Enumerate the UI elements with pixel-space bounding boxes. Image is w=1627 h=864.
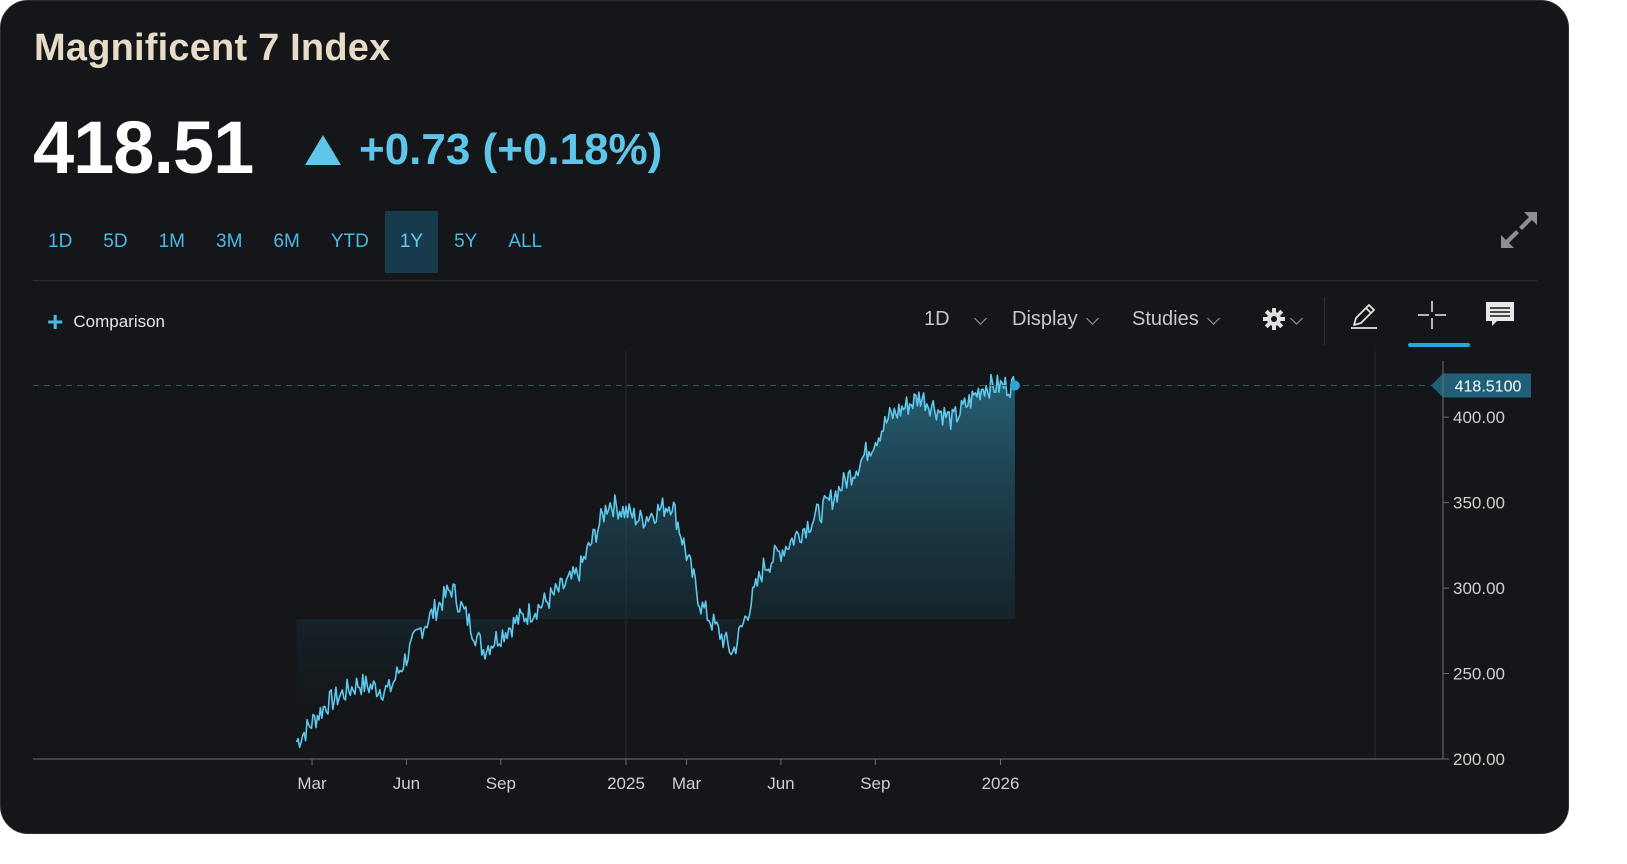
- x-tick-label: 2025: [607, 774, 645, 793]
- area-fill: [296, 374, 1015, 748]
- x-tick-label: Mar: [672, 774, 702, 793]
- crosshair-icon[interactable]: [1416, 299, 1448, 331]
- price-chart[interactable]: 418.5100 200.00 250.00 300.00 350.00 400.00 Ma…: [1, 341, 1568, 811]
- price-change: +0.73 (+0.18%): [305, 125, 662, 175]
- x-tick-label: Jun: [767, 774, 794, 793]
- range-button[interactable]: 1M: [158, 231, 185, 252]
- last-price-marker: [1009, 380, 1020, 391]
- divider: [33, 280, 1537, 281]
- page-title: Magnificent 7 Index: [34, 27, 391, 69]
- x-tick-label: Sep: [486, 774, 516, 793]
- chevron-down-icon: [1085, 311, 1099, 325]
- x-tick-label: 2026: [982, 774, 1020, 793]
- display-label: Display: [1012, 307, 1078, 330]
- range-button[interactable]: 5Y: [454, 231, 478, 252]
- display-dropdown[interactable]: Display: [1012, 297, 1099, 341]
- gear-icon: [1263, 308, 1285, 330]
- settings-dropdown[interactable]: [1262, 297, 1303, 341]
- pencil-icon[interactable]: [1348, 299, 1380, 331]
- price-change-value: +0.73 (+0.18%): [359, 125, 663, 174]
- interval-dropdown[interactable]: 1D: [924, 297, 987, 341]
- y-tick-label: 200.00: [1453, 750, 1505, 769]
- toolbar-separator: [1324, 297, 1325, 345]
- last-price-label: 418.5100: [1455, 379, 1522, 396]
- active-tool-indicator: [1408, 343, 1470, 347]
- series-line: [295, 373, 1016, 749]
- range-button[interactable]: ALL: [508, 231, 543, 252]
- studies-dropdown[interactable]: Studies: [1132, 297, 1220, 341]
- last-price-tag: [1431, 373, 1531, 398]
- expand-icon[interactable]: [1497, 208, 1541, 252]
- chevron-down-icon: [1206, 311, 1220, 325]
- range-button[interactable]: YTD: [330, 231, 369, 252]
- studies-label: Studies: [1132, 307, 1199, 330]
- range-button[interactable]: 1D: [48, 231, 73, 252]
- comparison-button[interactable]: + Comparison: [47, 306, 166, 337]
- range-button[interactable]: 5D: [103, 231, 128, 252]
- range-button[interactable]: 1Y: [384, 211, 439, 273]
- chevron-down-icon: [1290, 311, 1303, 325]
- interval-label: 1D: [924, 307, 950, 330]
- x-tick-label: Mar: [297, 774, 327, 793]
- y-tick-label: 400.00: [1453, 408, 1505, 427]
- y-tick-label: 250.00: [1453, 665, 1505, 684]
- x-tick-label: Jun: [393, 774, 420, 793]
- up-arrow-icon: [305, 135, 341, 165]
- range-button[interactable]: 3M: [216, 231, 243, 252]
- index-price: 418.51: [33, 106, 254, 189]
- x-tick-label: Sep: [860, 774, 890, 793]
- range-selector: 1D 5D 1M 3M 6M YTD 1Y 5Y ALL: [33, 211, 558, 273]
- chevron-down-icon: [973, 311, 987, 325]
- plus-icon: +: [47, 306, 64, 337]
- y-tick-label: 300.00: [1453, 579, 1505, 598]
- range-button[interactable]: 6M: [273, 231, 300, 252]
- comment-icon[interactable]: [1485, 301, 1515, 329]
- y-tick-label: 350.00: [1453, 494, 1505, 513]
- comparison-label: Comparison: [73, 312, 166, 331]
- chart-card: Magnificent 7 Index 418.51 +0.73 (+0.18%…: [0, 0, 1569, 834]
